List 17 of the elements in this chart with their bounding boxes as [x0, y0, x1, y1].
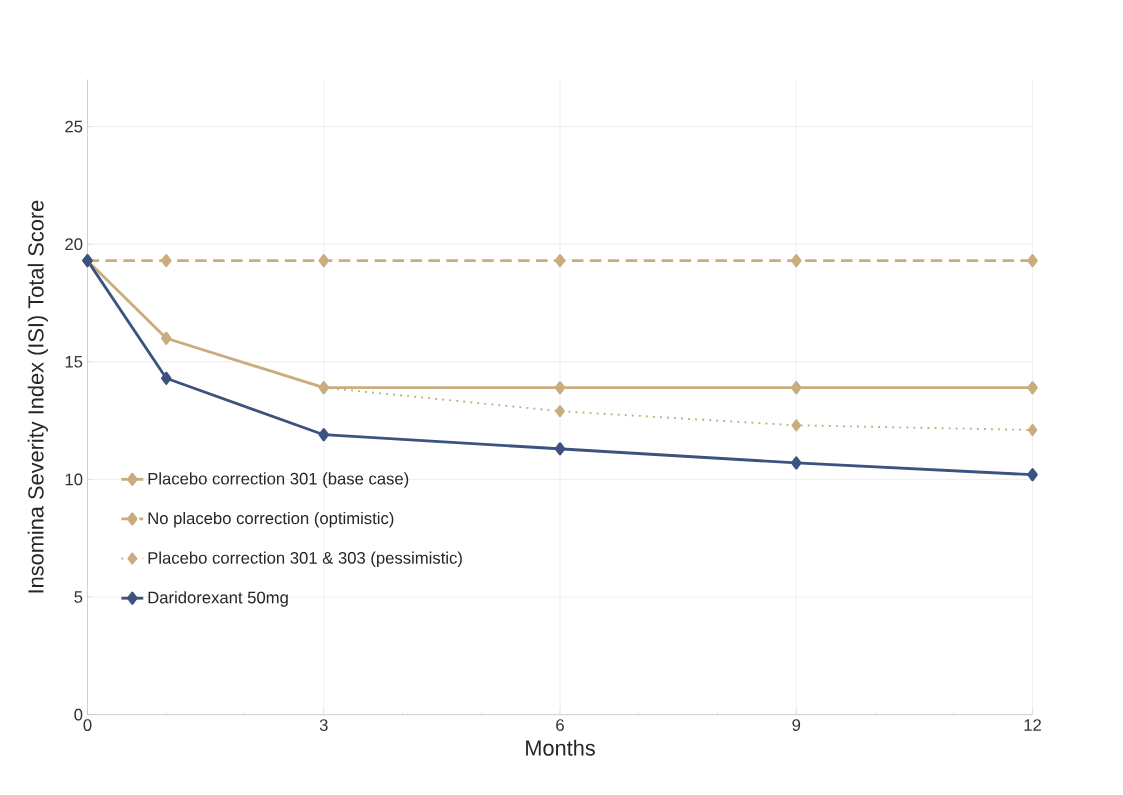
legend-label: Daridorexant 50mg: [148, 591, 288, 607]
y-tick-label: 10: [65, 473, 83, 486]
x-axis-title: Months: [526, 739, 595, 756]
x-tick-label: 6: [556, 719, 564, 732]
legend-label: Placebo correction 301 (base case): [148, 472, 409, 488]
y-tick-label: 5: [74, 591, 83, 603]
y-axis-title: Insomina Severity Index (ISI) Total Score: [27, 200, 48, 593]
y-tick-label: 0: [74, 708, 83, 721]
x-tick-label: 3: [319, 719, 328, 732]
x-tick-label: 0: [83, 719, 92, 732]
x-tick-label: 12: [1024, 719, 1041, 731]
y-tick-label: 25: [65, 120, 83, 133]
y-tick-label: 15: [65, 356, 83, 368]
legend-label: Placebo correction 301 & 303 (pessimistic): [148, 551, 462, 568]
legend-label: No placebo correction (optimistic): [148, 512, 394, 528]
x-tick-label: 9: [792, 719, 801, 732]
y-tick-label: 20: [65, 238, 83, 251]
